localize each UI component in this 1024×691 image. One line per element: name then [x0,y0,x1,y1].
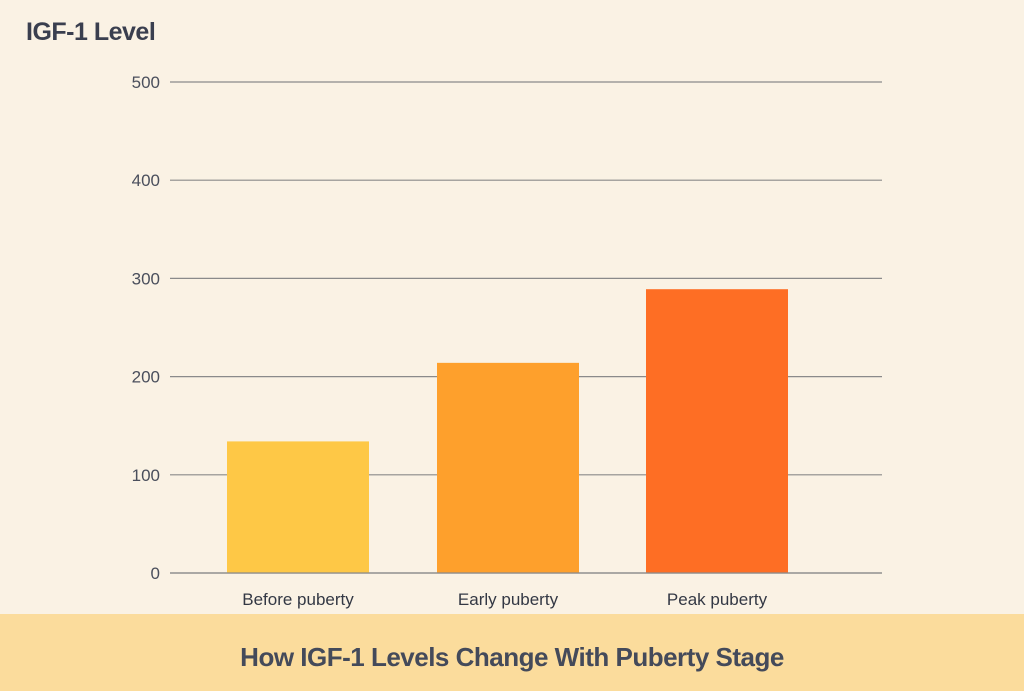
y-tick-label: 0 [151,564,160,583]
x-category-label: Early puberty [458,590,559,609]
bar [646,289,788,573]
bar-chart: 0 100 200 300 400 500 Before puberty Early pube… [132,73,882,609]
bar [227,441,369,573]
y-tick-label: 200 [132,368,160,387]
chart-title: How IGF-1 Levels Change With Puberty Sta… [240,642,784,672]
chart-area: IGF-1 Level 0 100 200 300 400 500 Before puber… [26,18,882,609]
bar [437,362,579,573]
x-category-label: Peak puberty [667,590,768,609]
x-category-label: Before puberty [242,590,354,609]
y-tick-label: 500 [132,73,160,92]
y-axis-label: IGF-1 Level [26,18,156,46]
y-tick-label: 300 [132,269,160,288]
y-tick-label: 100 [132,466,160,485]
title-band: How IGF-1 Levels Change With Puberty Sta… [0,614,1024,691]
y-tick-label: 400 [132,171,160,190]
